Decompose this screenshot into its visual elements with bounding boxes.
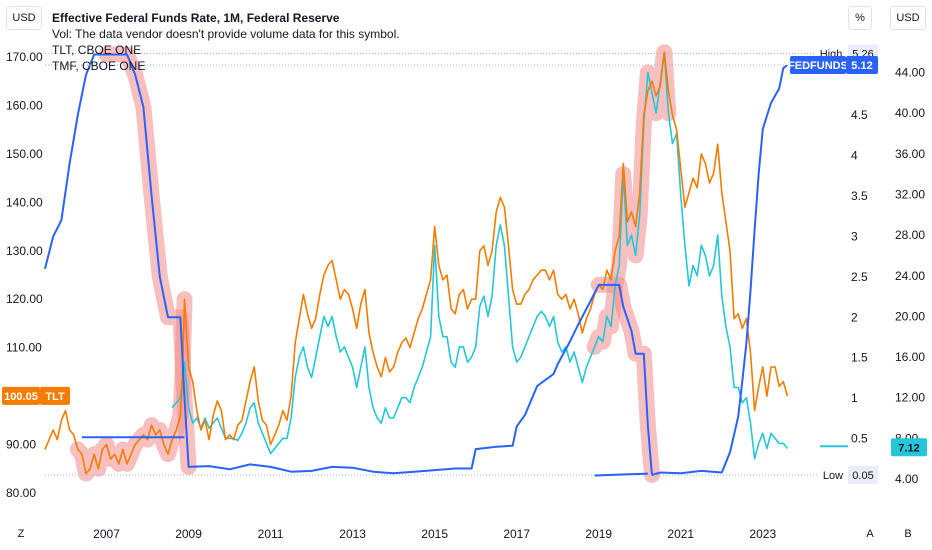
svg-text:0.05: 0.05 xyxy=(852,470,873,482)
x-tick-2017: 2017 xyxy=(503,527,530,541)
fedfunds-value-badge[interactable]: 5.12 xyxy=(846,55,878,74)
low-label-badge[interactable]: Low xyxy=(818,465,848,484)
trend-line-2[interactable] xyxy=(594,472,648,477)
right-scale-button[interactable]: USD xyxy=(890,6,926,30)
right-tick-16.00: 16.00 xyxy=(895,350,925,364)
right-tick-36.00: 36.00 xyxy=(895,147,925,161)
left-tick-140.00: 140.00 xyxy=(6,195,43,209)
zoom-reset-button[interactable]: Z xyxy=(6,525,36,543)
svg-text:5.12: 5.12 xyxy=(851,60,872,72)
x-tick-2021: 2021 xyxy=(667,527,694,541)
auto-scale-button[interactable]: A xyxy=(858,525,882,543)
mid-tick-1.5: 1.5 xyxy=(851,351,868,365)
low-value-badge[interactable]: 0.05 xyxy=(848,465,878,484)
right-tick-44.00: 44.00 xyxy=(895,66,925,80)
mid-tick-4.5: 4.5 xyxy=(851,108,868,122)
percent-scale-button[interactable]: % xyxy=(848,6,872,30)
mid-tick-3.5: 3.5 xyxy=(851,189,868,203)
mid-tick-4: 4 xyxy=(851,149,858,163)
highlight-stroke-3 xyxy=(586,44,677,355)
svg-text:100.05: 100.05 xyxy=(4,391,38,403)
tlt-label-badge[interactable]: TLT xyxy=(40,386,70,405)
mid-tick-0.5: 0.5 xyxy=(851,432,868,446)
svg-text:FEDFUNDS: FEDFUNDS xyxy=(788,60,848,72)
axis-layer: 2007 2009 2011 2013 2015 2017 2019 2021 2023 80.0… xyxy=(2,44,927,541)
tlt-value-badge[interactable]: 100.05 xyxy=(2,386,40,405)
mid-tick-2: 2 xyxy=(851,310,858,324)
mid-tick-2.5: 2.5 xyxy=(851,270,868,284)
left-tick-160.00: 160.00 xyxy=(6,98,43,112)
right-tick-12.00: 12.00 xyxy=(895,391,925,405)
fedfunds-label-badge[interactable]: FEDFUNDS xyxy=(788,55,848,74)
x-tick-2019: 2019 xyxy=(585,527,612,541)
x-tick-2023: 2023 xyxy=(749,527,776,541)
x-tick-2011: 2011 xyxy=(258,527,284,541)
right-tick-32.00: 32.00 xyxy=(895,187,925,201)
right-tick-40.00: 40.00 xyxy=(895,106,925,120)
x-tick-2007: 2007 xyxy=(93,527,120,541)
left-tick-90.00: 90.00 xyxy=(6,438,36,452)
tmf-value-badge[interactable]: 7.12 xyxy=(891,438,927,457)
right-tick-24.00: 24.00 xyxy=(895,269,925,283)
legend-tlt[interactable]: TLT, CBOE ONE xyxy=(52,43,142,57)
svg-text:Low: Low xyxy=(823,470,843,482)
left-tick-130.00: 130.00 xyxy=(6,244,43,258)
series-layer xyxy=(44,51,789,476)
legend-tmf[interactable]: TMF, CBOE ONE xyxy=(52,59,146,73)
x-tick-2013: 2013 xyxy=(339,527,366,541)
series-line-fedfunds xyxy=(44,53,789,476)
left-scale-button[interactable]: USD xyxy=(6,6,42,30)
annotation-layer xyxy=(45,53,848,477)
highlight-layer xyxy=(69,44,677,483)
left-tick-80.00: 80.00 xyxy=(6,486,36,500)
scale-b-button[interactable]: B xyxy=(896,525,920,543)
series-line-tmf xyxy=(171,51,789,460)
svg-text:TLT: TLT xyxy=(45,391,65,403)
left-tick-150.00: 150.00 xyxy=(6,147,43,161)
right-tick-4.00: 4.00 xyxy=(895,472,919,486)
mid-tick-1: 1 xyxy=(851,391,858,405)
svg-text:7.12: 7.12 xyxy=(898,442,919,454)
x-tick-2009: 2009 xyxy=(175,527,202,541)
x-tick-2015: 2015 xyxy=(421,527,448,541)
series-line-tlt xyxy=(44,51,789,475)
right-tick-28.00: 28.00 xyxy=(895,228,925,242)
left-tick-110.00: 110.00 xyxy=(6,341,42,355)
mid-tick-3: 3 xyxy=(851,229,858,243)
left-tick-170.00: 170.00 xyxy=(6,50,43,64)
legend-vol-note: Vol: The data vendor doesn't provide vol… xyxy=(52,27,400,41)
highlight-stroke-1 xyxy=(69,291,193,482)
legend-title: Effective Federal Funds Rate, 1M, Federa… xyxy=(52,11,340,25)
right-tick-20.00: 20.00 xyxy=(895,309,925,323)
left-tick-120.00: 120.00 xyxy=(6,292,43,306)
chart-legend: Effective Federal Funds Rate, 1M, Federa… xyxy=(52,10,400,74)
